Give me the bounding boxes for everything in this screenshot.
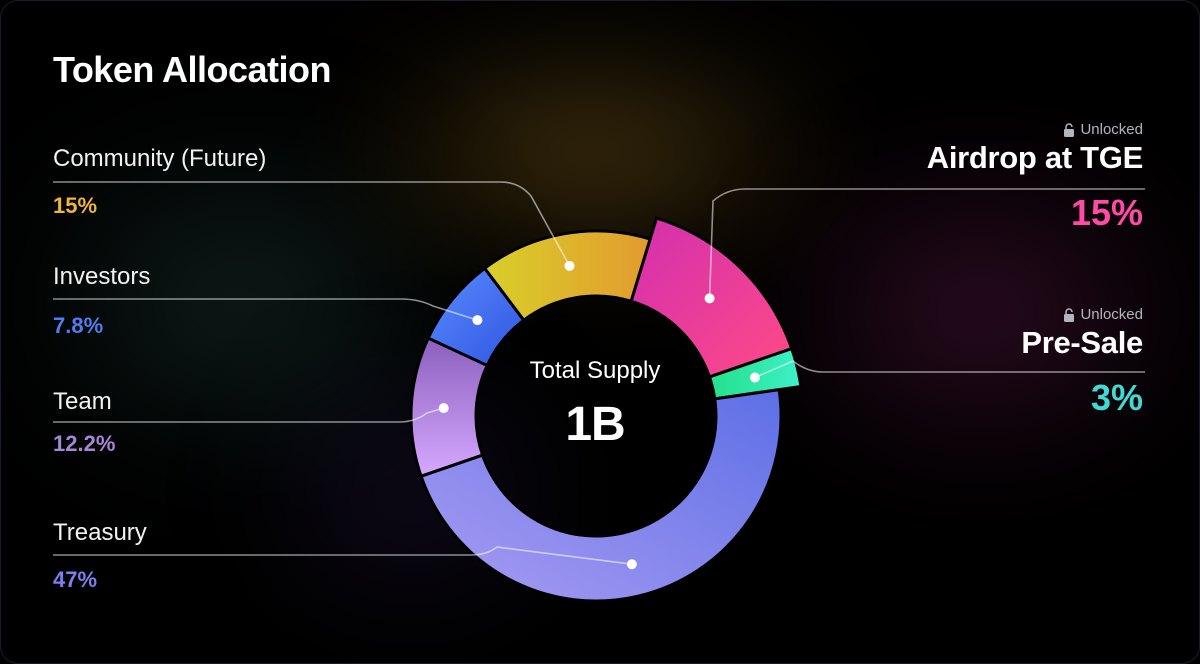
presale-block: Unlocked Pre-Sale 3% [1021, 306, 1143, 419]
leader-line [53, 546, 632, 566]
label-airdrop: Airdrop at TGE [926, 140, 1144, 175]
leader-dot [626, 559, 637, 570]
leader-line [708, 188, 1145, 299]
label-investors: Investors [53, 263, 151, 290]
airdrop-block: Unlocked Airdrop at TGE 15% [926, 121, 1144, 234]
label-community: Community (Future) [53, 145, 267, 172]
leader-dot [438, 403, 449, 414]
value-presale: 3% [1090, 377, 1143, 418]
value-community: 15% [53, 193, 98, 218]
unlocked-status: Unlocked [1021, 306, 1143, 323]
leader-line [754, 360, 1145, 379]
lock-icon [1064, 122, 1075, 137]
leader-line [53, 181, 571, 267]
lock-icon [1064, 307, 1075, 322]
label-treasury: Treasury [53, 519, 147, 546]
value-investors: 7.8% [53, 313, 104, 338]
status-text: Unlocked [1080, 306, 1143, 323]
chart-title: Token Allocation [53, 49, 332, 90]
leader-dot [749, 372, 760, 383]
unlocked-status: Unlocked [927, 121, 1143, 138]
leader-dot [472, 315, 483, 326]
center-label: Total Supply [529, 357, 661, 384]
value-treasury: 47% [53, 567, 98, 592]
value-team: 12.2% [53, 431, 116, 456]
label-team: Team [53, 388, 112, 415]
slice-community-future [482, 229, 652, 323]
value-airdrop: 15% [1070, 192, 1143, 233]
label-presale: Pre-Sale [1021, 325, 1143, 360]
leader-line [53, 298, 478, 321]
status-text: Unlocked [1080, 121, 1143, 138]
leader-dot [564, 260, 575, 271]
center-value: 1B [565, 398, 625, 451]
leader-dot [704, 293, 715, 304]
leader-line [53, 407, 444, 423]
